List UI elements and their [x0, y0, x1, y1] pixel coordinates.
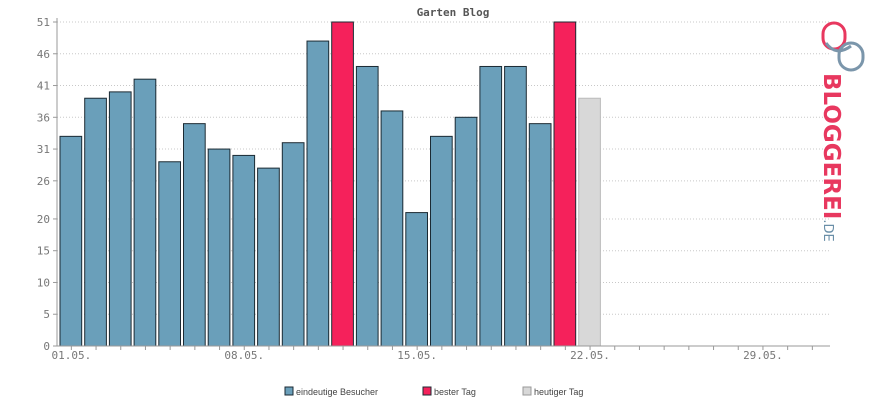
y-axis: 0 5 10 15 20 26 31 36 41 46 51	[37, 16, 57, 353]
legend-item-visitors: eindeutige Besucher	[284, 386, 378, 397]
x-tick-label: 08.05.	[224, 349, 264, 362]
legend-swatch	[522, 386, 532, 396]
bar-visitors	[207, 148, 231, 347]
legend-label: eindeutige Besucher	[296, 387, 378, 397]
bar-visitors	[158, 161, 182, 347]
bar-visitors	[405, 212, 428, 347]
bar-visitors	[528, 123, 552, 347]
y-tick-label: 46	[37, 48, 50, 61]
bar-best	[553, 21, 577, 347]
x-tick-label: 22.05.	[570, 349, 610, 362]
y-tick-label: 15	[37, 245, 50, 258]
bar-visitors	[380, 110, 404, 347]
bar-visitors	[504, 65, 527, 347]
bar-visitors	[355, 65, 379, 347]
y-tick-label: 20	[37, 213, 50, 226]
bar-visitors	[133, 78, 157, 347]
logo-main: BLOGGEREI	[818, 73, 844, 219]
bar-visitors	[59, 135, 83, 347]
y-tick-label: 5	[43, 308, 50, 321]
x-tick-label: 01.05.	[51, 349, 91, 362]
bar-visitors	[306, 40, 330, 347]
y-tick-label: 36	[37, 111, 50, 124]
bars	[59, 21, 601, 347]
legend-item-today: heutiger Tag	[522, 386, 583, 397]
x-axis: 01.05. 08.05. 15.05. 22.05. 29.05.	[51, 346, 813, 362]
legend-swatch	[284, 386, 294, 396]
y-tick-label: 0	[43, 340, 50, 353]
bar-today	[578, 97, 601, 347]
bar-visitors	[84, 97, 107, 347]
legend-label: heutiger Tag	[534, 387, 583, 397]
y-tick-label: 26	[37, 175, 50, 188]
bar-visitors	[108, 91, 132, 347]
y-tick-label: 41	[37, 80, 50, 93]
logo-suffix: .DE	[820, 219, 835, 241]
x-tick-label: 29.05.	[743, 349, 783, 362]
x-tick-label: 15.05.	[397, 349, 437, 362]
logo-mark-icon	[821, 21, 865, 72]
legend-item-best: bester Tag	[422, 386, 476, 397]
bar-visitors	[479, 65, 503, 347]
logo-text: BLOGGEREI.DE	[818, 73, 844, 242]
y-tick-label: 51	[37, 16, 50, 29]
bar-best	[331, 21, 354, 347]
bar-visitors	[281, 142, 305, 347]
legend-label: bester Tag	[434, 387, 476, 397]
bar-visitors	[454, 116, 478, 347]
bar-visitors	[430, 135, 453, 347]
y-tick-label: 10	[37, 276, 50, 289]
legend: eindeutige Besucher bester Tag heutiger Ta…	[284, 386, 583, 397]
bar-visitors	[257, 167, 280, 347]
chart-title: Garten Blog	[417, 6, 490, 19]
bar-visitors	[183, 123, 206, 347]
y-tick-label: 31	[37, 143, 50, 156]
bloggerei-logo: BLOGGEREI.DE	[818, 21, 865, 242]
bar-visitors	[232, 154, 256, 347]
legend-swatch	[422, 386, 432, 396]
